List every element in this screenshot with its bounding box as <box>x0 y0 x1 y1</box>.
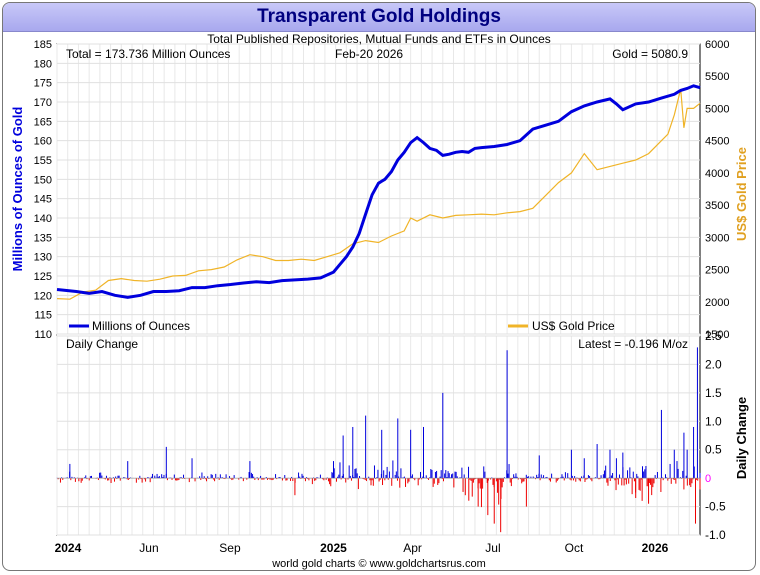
chart-title: Transparent Gold Holdings <box>257 6 501 27</box>
y-tick-label-right: 5500 <box>705 71 729 83</box>
y-tick-label-left: 130 <box>34 252 52 264</box>
y-tick-label-right: 1500 <box>705 329 729 341</box>
y-tick-label-right: 2500 <box>705 265 729 277</box>
y-tick-label-left: 150 <box>34 174 52 186</box>
y-tick-label-left: 145 <box>34 194 52 206</box>
y-tick-label-right: 4500 <box>705 136 729 148</box>
x-tick-label: Oct <box>565 541 584 555</box>
y-tick-label-left: 175 <box>34 78 52 90</box>
total-annotation: Total = 173.736 Million Ounces <box>66 47 230 61</box>
y-tick-label-left: 155 <box>34 155 52 167</box>
y-tick-label-left: 165 <box>34 116 52 128</box>
daily-tick-label: -0.5 <box>705 500 726 514</box>
x-tick-label: Jul <box>485 541 500 555</box>
gold-price-line <box>56 88 701 300</box>
y-axis-label-left: Millions of Ounces of Gold <box>10 107 25 272</box>
daily-tick-label: 1.0 <box>705 414 722 428</box>
y-tick-label-left: 125 <box>34 271 52 283</box>
y-tick-label-right: 6000 <box>705 39 729 51</box>
chart-svg: 110 115 120 125 130 135 140 145 150 155 160 165 170 1… <box>10 32 749 555</box>
y-tick-label-left: 110 <box>34 329 52 341</box>
x-tick-label: Jun <box>139 541 158 555</box>
y-tick-label-right: 4000 <box>705 168 729 180</box>
daily-axis-label: Daily Change <box>734 397 749 479</box>
date-annotation: Feb-20 2026 <box>335 47 403 61</box>
holdings-line <box>56 84 701 299</box>
y-tick-label-left: 120 <box>34 290 52 302</box>
daily-tick-label: -1.0 <box>705 528 726 542</box>
daily-zero-label: 0 <box>705 473 711 485</box>
y-tick-label-left: 170 <box>34 97 52 109</box>
x-tick-label: Sep <box>219 541 241 555</box>
y-tick-label-left: 180 <box>34 58 52 70</box>
legend-label-gold: US$ Gold Price <box>532 319 615 333</box>
y-axis-label-right: US$ Gold Price <box>734 147 749 241</box>
chart-subtitle: Total Published Repositories, Mutual Fun… <box>207 32 551 46</box>
y-tick-label-left: 140 <box>34 213 52 225</box>
daily-panel-title: Daily Change <box>66 337 138 351</box>
gold-annotation: Gold = 5080.9 <box>612 47 688 61</box>
daily-tick-label: 1.5 <box>705 386 722 400</box>
y-tick-label-right: 3500 <box>705 200 729 212</box>
x-tick-label: 2026 <box>642 541 669 555</box>
footer-credit: world gold charts © www.goldchartsrus.co… <box>272 558 486 570</box>
daily-tick-label: 2.0 <box>705 357 722 371</box>
y-tick-label-left: 185 <box>34 39 52 51</box>
y-tick-label-left: 135 <box>34 232 52 244</box>
y-tick-label-right: 2000 <box>705 297 729 309</box>
y-tick-label-right: 5000 <box>705 103 729 115</box>
legend-label-holdings: Millions of Ounces <box>92 319 190 333</box>
y-tick-label-right: 3000 <box>705 232 729 244</box>
x-tick-label: Apr <box>403 541 422 555</box>
title-bar: Transparent Gold Holdings <box>3 3 755 32</box>
x-tick-label: 2025 <box>320 541 347 555</box>
y-tick-label-left: 115 <box>34 310 52 322</box>
y-tick-label-left: 160 <box>34 136 52 148</box>
daily-latest-annotation: Latest = -0.196 M/oz <box>578 337 688 351</box>
daily-tick-label: 2.5 <box>705 329 722 343</box>
daily-tick-label: 0.5 <box>705 443 722 457</box>
x-tick-label: 2024 <box>55 541 82 555</box>
